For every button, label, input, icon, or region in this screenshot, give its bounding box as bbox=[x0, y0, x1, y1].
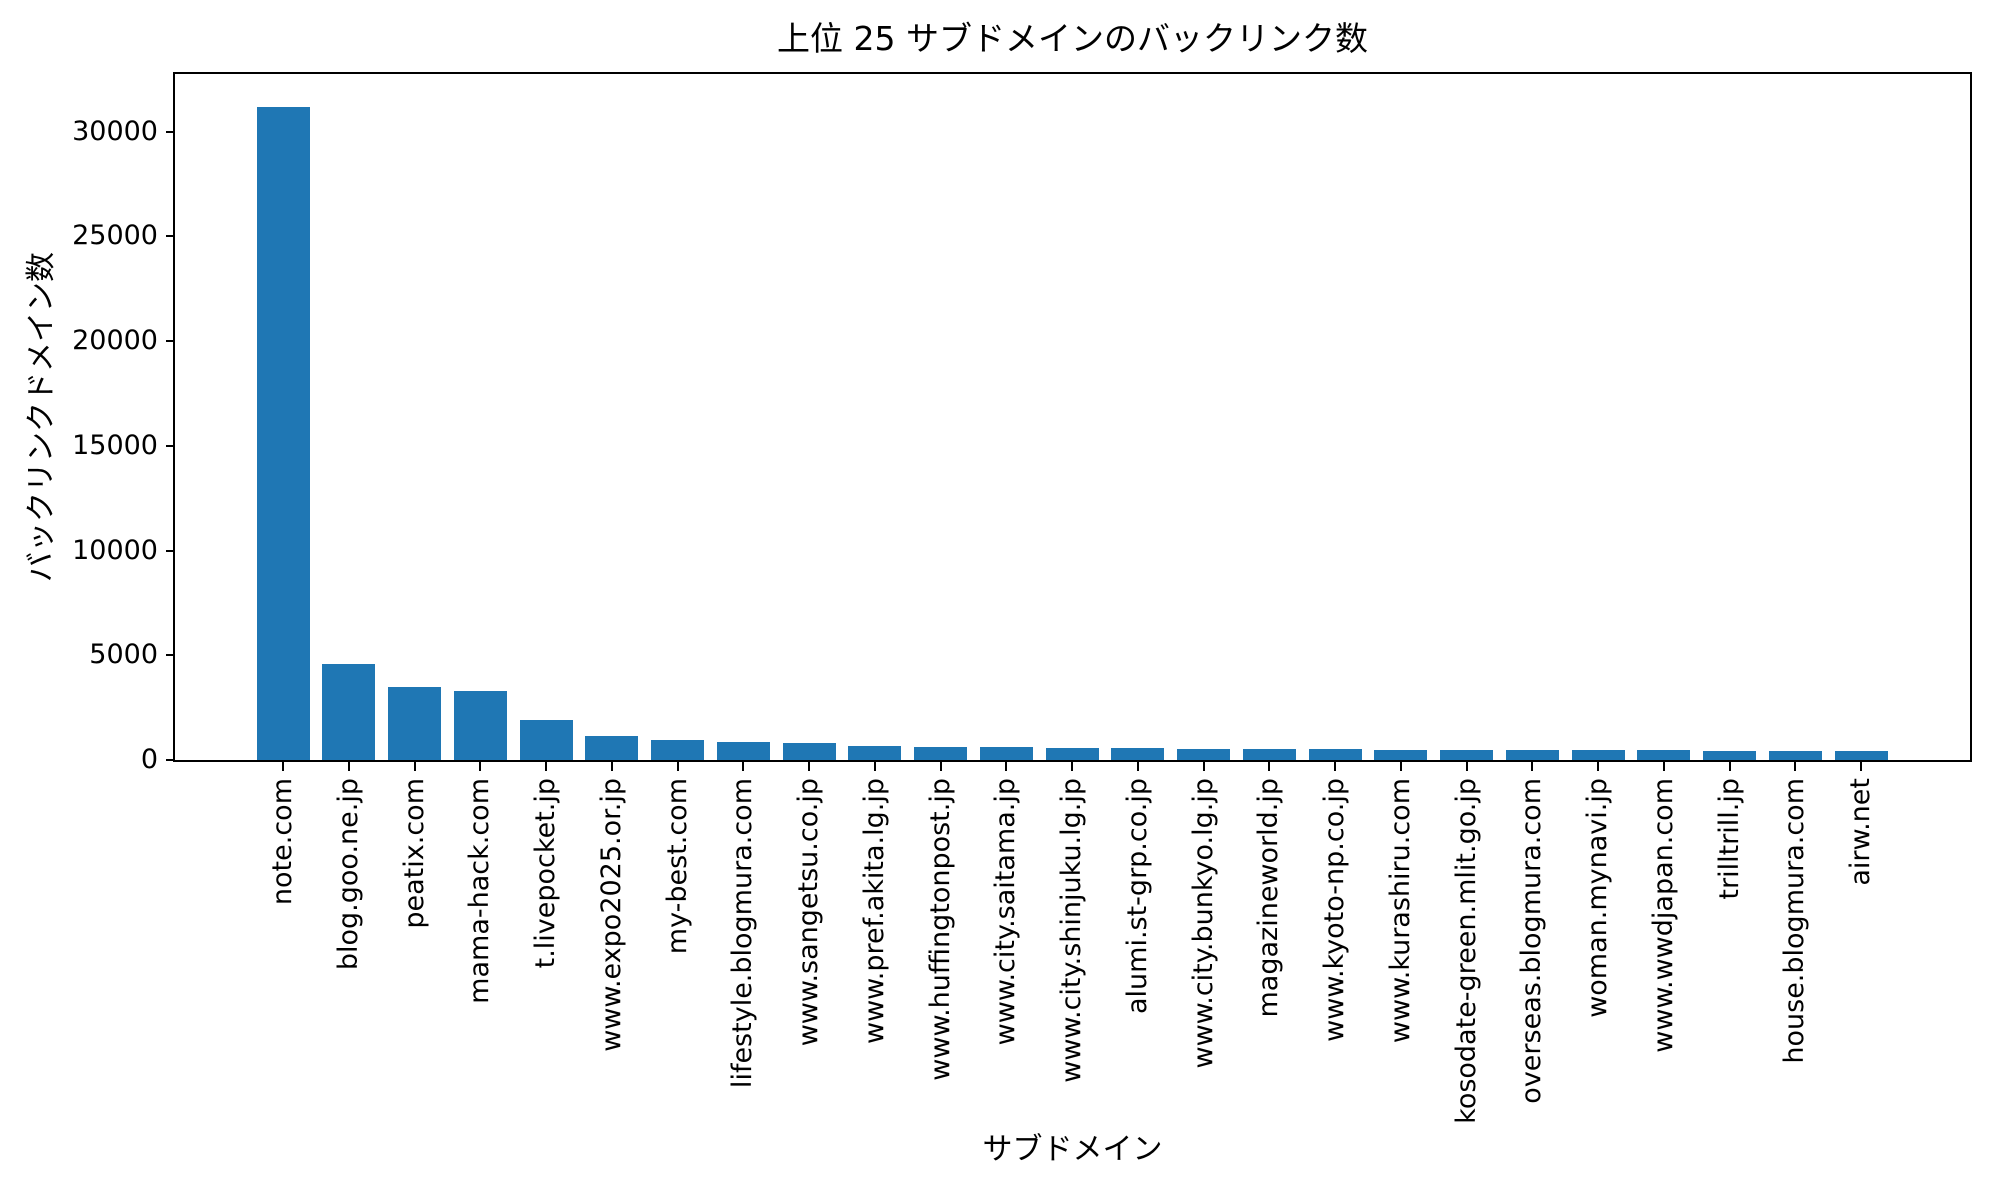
bar-peatix.com bbox=[388, 686, 441, 760]
bar-www.kurashiru.com bbox=[1374, 749, 1428, 760]
x-tick-label: note.com bbox=[267, 778, 298, 906]
x-tick-label: mama-hack.com bbox=[464, 778, 496, 1004]
x-tick-label: airw.net bbox=[1845, 778, 1876, 886]
x-tick-label: my-best.com bbox=[661, 778, 693, 955]
x-tick-mark bbox=[1136, 762, 1139, 771]
bar-www.pref.akita.lg.jp bbox=[848, 745, 902, 760]
x-tick-label: magazineworld.jp bbox=[1253, 778, 1285, 1018]
x-tick-mark bbox=[1728, 762, 1731, 771]
x-tick-label: kosodate-green.mlit.go.jp bbox=[1450, 778, 1482, 1124]
y-tick-mark bbox=[166, 759, 175, 761]
x-tick-label: lifestyle.blogmura.com bbox=[727, 778, 759, 1089]
bar-alumi.st-grp.co.jp bbox=[1111, 748, 1165, 760]
x-tick-label: www.wwdjapan.com bbox=[1647, 778, 1679, 1053]
bar-note.com bbox=[256, 106, 310, 760]
x-tick-mark bbox=[347, 762, 350, 771]
x-tick-mark bbox=[808, 762, 810, 771]
bar-www.huffingtonpost.jp bbox=[914, 746, 967, 760]
bar-my-best.com bbox=[651, 740, 704, 760]
bar-woman.mynavi.jp bbox=[1571, 750, 1625, 760]
bar-www.city.saitama.jp bbox=[979, 747, 1033, 760]
x-tick-label: trilltrill.jp bbox=[1713, 778, 1745, 900]
bar-overseas.blogmura.com bbox=[1505, 749, 1559, 760]
x-tick-label: www.sangetsu.co.jp bbox=[793, 778, 824, 1047]
bar-www.city.shinjuku.lg.jp bbox=[1045, 747, 1099, 760]
x-tick-mark bbox=[1465, 762, 1468, 771]
x-tick-mark bbox=[742, 762, 745, 771]
x-tick-mark bbox=[413, 762, 416, 771]
y-tick-mark bbox=[166, 340, 175, 343]
y-tick-label: 15000 bbox=[72, 429, 158, 461]
y-tick-label: 20000 bbox=[72, 325, 158, 357]
bar-trilltrill.jp bbox=[1703, 750, 1756, 760]
x-tick-mark bbox=[1662, 762, 1665, 771]
x-tick-mark bbox=[1334, 762, 1336, 771]
bar-t.livepocket.jp bbox=[519, 720, 573, 760]
bar-airw.net bbox=[1834, 751, 1888, 760]
x-tick-mark bbox=[1531, 762, 1534, 771]
x-tick-label: blog.goo.ne.jp bbox=[332, 778, 364, 971]
bar-www.kyoto-np.co.jp bbox=[1308, 749, 1362, 760]
y-tick-label: 5000 bbox=[89, 639, 158, 671]
bar-lifestyle.blogmura.com bbox=[716, 741, 770, 760]
x-tick-mark bbox=[1071, 762, 1073, 771]
x-tick-mark bbox=[1202, 762, 1205, 771]
bar-mama-hack.com bbox=[453, 690, 507, 760]
x-tick-label: www.expo2025.or.jp bbox=[595, 778, 627, 1052]
x-tick-label: www.city.bunkyo.lg.jp bbox=[1187, 778, 1219, 1069]
x-tick-label: peatix.com bbox=[398, 778, 430, 929]
x-tick-label: www.kyoto-np.co.jp bbox=[1319, 778, 1350, 1042]
x-tick-mark bbox=[545, 762, 547, 771]
x-tick-label: t.livepocket.jp bbox=[530, 778, 561, 969]
x-tick-label: alumi.st-grp.co.jp bbox=[1121, 778, 1153, 1015]
x-tick-mark bbox=[1860, 762, 1862, 771]
x-tick-label: www.huffingtonpost.jp bbox=[924, 778, 956, 1081]
bar-house.blogmura.com bbox=[1768, 750, 1822, 760]
x-tick-mark bbox=[282, 762, 284, 771]
x-tick-label: www.pref.akita.lg.jp bbox=[858, 778, 890, 1044]
bar-blog.goo.ne.jp bbox=[322, 663, 376, 760]
x-tick-label: house.blogmura.com bbox=[1779, 778, 1811, 1064]
y-tick-label: 25000 bbox=[72, 220, 158, 252]
x-tick-mark bbox=[1794, 762, 1797, 771]
y-tick-mark bbox=[166, 654, 175, 657]
x-tick-mark bbox=[939, 762, 942, 771]
bar-www.wwdjapan.com bbox=[1637, 750, 1691, 760]
y-tick-label: 0 bbox=[140, 744, 158, 775]
bar-www.expo2025.or.jp bbox=[585, 735, 639, 760]
bar-magazineworld.jp bbox=[1242, 749, 1296, 760]
y-tick-mark bbox=[166, 549, 175, 552]
x-tick-label: woman.mynavi.jp bbox=[1582, 778, 1613, 1018]
x-tick-label: www.city.shinjuku.lg.jp bbox=[1056, 778, 1087, 1083]
y-tick-mark bbox=[166, 130, 175, 133]
y-tick-label: 10000 bbox=[72, 534, 158, 566]
x-tick-mark bbox=[1597, 762, 1599, 771]
x-axis-label: サブドメイン bbox=[982, 1132, 1163, 1167]
x-tick-mark bbox=[1268, 762, 1271, 771]
y-axis-label: バックリンクドメイン数 bbox=[24, 252, 59, 582]
x-tick-label: www.kurashiru.com bbox=[1384, 778, 1416, 1044]
x-tick-mark bbox=[610, 762, 613, 771]
x-tick-mark bbox=[873, 762, 876, 771]
x-tick-mark bbox=[1005, 762, 1008, 771]
y-tick-mark bbox=[166, 235, 175, 238]
y-tick-label: 30000 bbox=[72, 115, 158, 147]
chart-title: 上位 25 サブドメインのバックリンク数 bbox=[777, 19, 1368, 58]
x-tick-label: www.city.saitama.jp bbox=[990, 778, 1022, 1046]
bar-www.sangetsu.co.jp bbox=[782, 742, 836, 760]
x-tick-label: overseas.blogmura.com bbox=[1516, 778, 1548, 1104]
x-tick-mark bbox=[1399, 762, 1402, 771]
bar-kosodate-green.mlit.go.jp bbox=[1440, 749, 1493, 760]
y-tick-mark bbox=[166, 444, 175, 447]
x-tick-mark bbox=[479, 762, 482, 771]
bar-www.city.bunkyo.lg.jp bbox=[1177, 748, 1230, 760]
x-tick-mark bbox=[676, 762, 679, 771]
plot-area bbox=[173, 72, 1972, 762]
